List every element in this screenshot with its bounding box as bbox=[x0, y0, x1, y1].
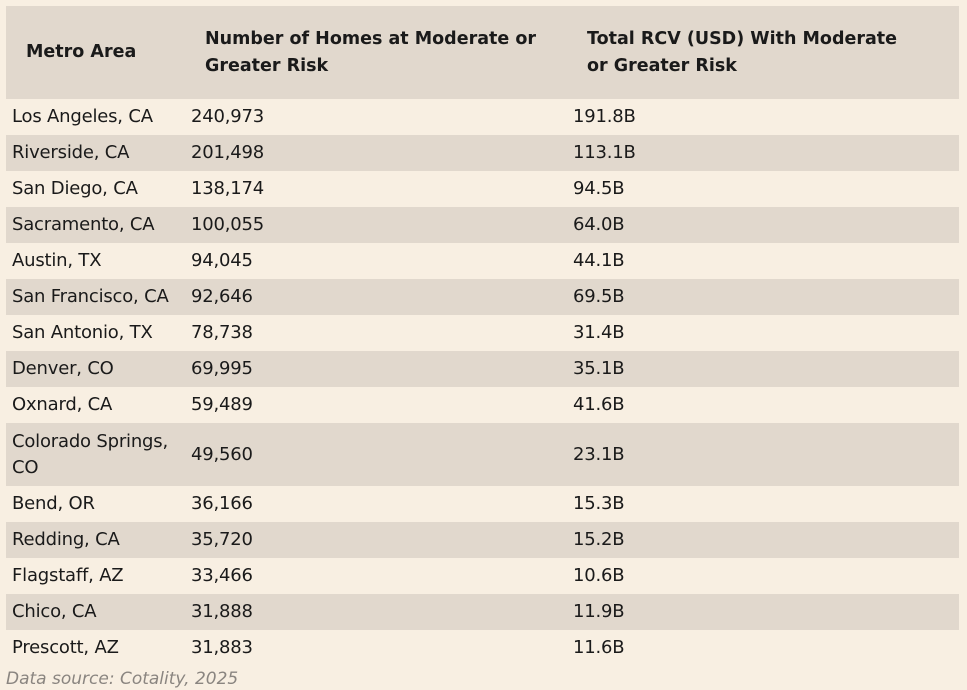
homes-at-risk-cell: 100,055 bbox=[191, 214, 265, 235]
homes-at-risk-cell: 59,489 bbox=[191, 394, 253, 415]
total-rcv-cell: 15.3B bbox=[573, 493, 625, 514]
homes-at-risk-cell: 69,995 bbox=[191, 358, 253, 379]
total-rcv-cell: 10.6B bbox=[573, 565, 625, 586]
total-rcv-cell: 11.9B bbox=[573, 601, 625, 622]
total-rcv-cell: 64.0B bbox=[573, 214, 625, 235]
table-body: Los Angeles, CA 240,973 191.8B Riverside, C… bbox=[6, 99, 959, 666]
table-row: San Francisco, CA 92,646 69.5B bbox=[6, 279, 959, 315]
metro-area-cell: Los Angeles, CA bbox=[12, 106, 153, 127]
table-row: Bend, OR 36,166 15.3B bbox=[6, 486, 959, 522]
metro-area-cell: San Diego, CA bbox=[12, 178, 138, 199]
metro-area-cell: Sacramento, CA bbox=[12, 214, 155, 235]
table-row: Sacramento, CA 100,055 64.0B bbox=[6, 207, 959, 243]
header-total-rcv: Total RCV (USD) With Moderate or Greater… bbox=[587, 28, 898, 76]
header-metro-area: Metro Area bbox=[26, 42, 137, 62]
homes-at-risk-cell: 36,166 bbox=[191, 493, 253, 514]
total-rcv-cell: 11.6B bbox=[573, 637, 625, 658]
table-row: San Antonio, TX 78,738 31.4B bbox=[6, 315, 959, 351]
metro-risk-table: Metro Area Number of Homes at Moderate o… bbox=[6, 6, 959, 666]
homes-at-risk-cell: 35,720 bbox=[191, 529, 253, 550]
metro-area-cell: Prescott, AZ bbox=[12, 637, 119, 658]
total-rcv-cell: 35.1B bbox=[573, 358, 625, 379]
metro-area-cell: San Antonio, TX bbox=[12, 322, 153, 343]
metro-area-cell: Redding, CA bbox=[12, 529, 120, 550]
table-row: Riverside, CA 201,498 113.1B bbox=[6, 135, 959, 171]
homes-at-risk-cell: 31,883 bbox=[191, 637, 253, 658]
metro-area-cell: Chico, CA bbox=[12, 601, 97, 622]
table-row: Oxnard, CA 59,489 41.6B bbox=[6, 387, 959, 423]
metro-area-cell: Colorado Springs, CO bbox=[12, 430, 168, 478]
metro-area-cell: Denver, CO bbox=[12, 358, 114, 379]
metro-area-cell: Oxnard, CA bbox=[12, 394, 113, 415]
table-header-row: Metro Area Number of Homes at Moderate o… bbox=[6, 6, 959, 99]
table-row: Austin, TX 94,045 44.1B bbox=[6, 243, 959, 279]
total-rcv-cell: 15.2B bbox=[573, 529, 625, 550]
total-rcv-cell: 31.4B bbox=[573, 322, 625, 343]
total-rcv-cell: 94.5B bbox=[573, 178, 625, 199]
data-table-container: Metro Area Number of Homes at Moderate o… bbox=[6, 6, 959, 666]
homes-at-risk-cell: 49,560 bbox=[191, 443, 253, 465]
header-homes-at-risk: Number of Homes at Moderate or Greater R… bbox=[205, 28, 536, 76]
metro-area-cell: Riverside, CA bbox=[12, 142, 130, 163]
metro-area-cell: Flagstaff, AZ bbox=[12, 565, 124, 586]
table-row: San Diego, CA 138,174 94.5B bbox=[6, 171, 959, 207]
total-rcv-cell: 191.8B bbox=[573, 106, 636, 127]
total-rcv-cell: 69.5B bbox=[573, 286, 625, 307]
homes-at-risk-cell: 94,045 bbox=[191, 250, 253, 271]
table-row: Flagstaff, AZ 33,466 10.6B bbox=[6, 558, 959, 594]
total-rcv-cell: 23.1B bbox=[573, 443, 625, 465]
table-row: Los Angeles, CA 240,973 191.8B bbox=[6, 99, 959, 135]
data-source-note: Data source: Cotality, 2025 bbox=[6, 669, 239, 689]
homes-at-risk-cell: 78,738 bbox=[191, 322, 253, 343]
total-rcv-cell: 41.6B bbox=[573, 394, 625, 415]
homes-at-risk-cell: 138,174 bbox=[191, 178, 265, 199]
homes-at-risk-cell: 33,466 bbox=[191, 565, 253, 586]
total-rcv-cell: 113.1B bbox=[573, 142, 636, 163]
table-row: Chico, CA 31,888 11.9B bbox=[6, 594, 959, 630]
table-row: Colorado Springs, CO 49,560 23.1B bbox=[6, 423, 959, 486]
metro-area-cell: Bend, OR bbox=[12, 493, 95, 514]
homes-at-risk-cell: 92,646 bbox=[191, 286, 253, 307]
table-row: Denver, CO 69,995 35.1B bbox=[6, 351, 959, 387]
total-rcv-cell: 44.1B bbox=[573, 250, 625, 271]
homes-at-risk-cell: 31,888 bbox=[191, 601, 253, 622]
metro-area-cell: San Francisco, CA bbox=[12, 286, 169, 307]
table-row: Prescott, AZ 31,883 11.6B bbox=[6, 630, 959, 666]
homes-at-risk-cell: 201,498 bbox=[191, 142, 265, 163]
homes-at-risk-cell: 240,973 bbox=[191, 106, 265, 127]
table-row: Redding, CA 35,720 15.2B bbox=[6, 522, 959, 558]
metro-area-cell: Austin, TX bbox=[12, 250, 102, 271]
